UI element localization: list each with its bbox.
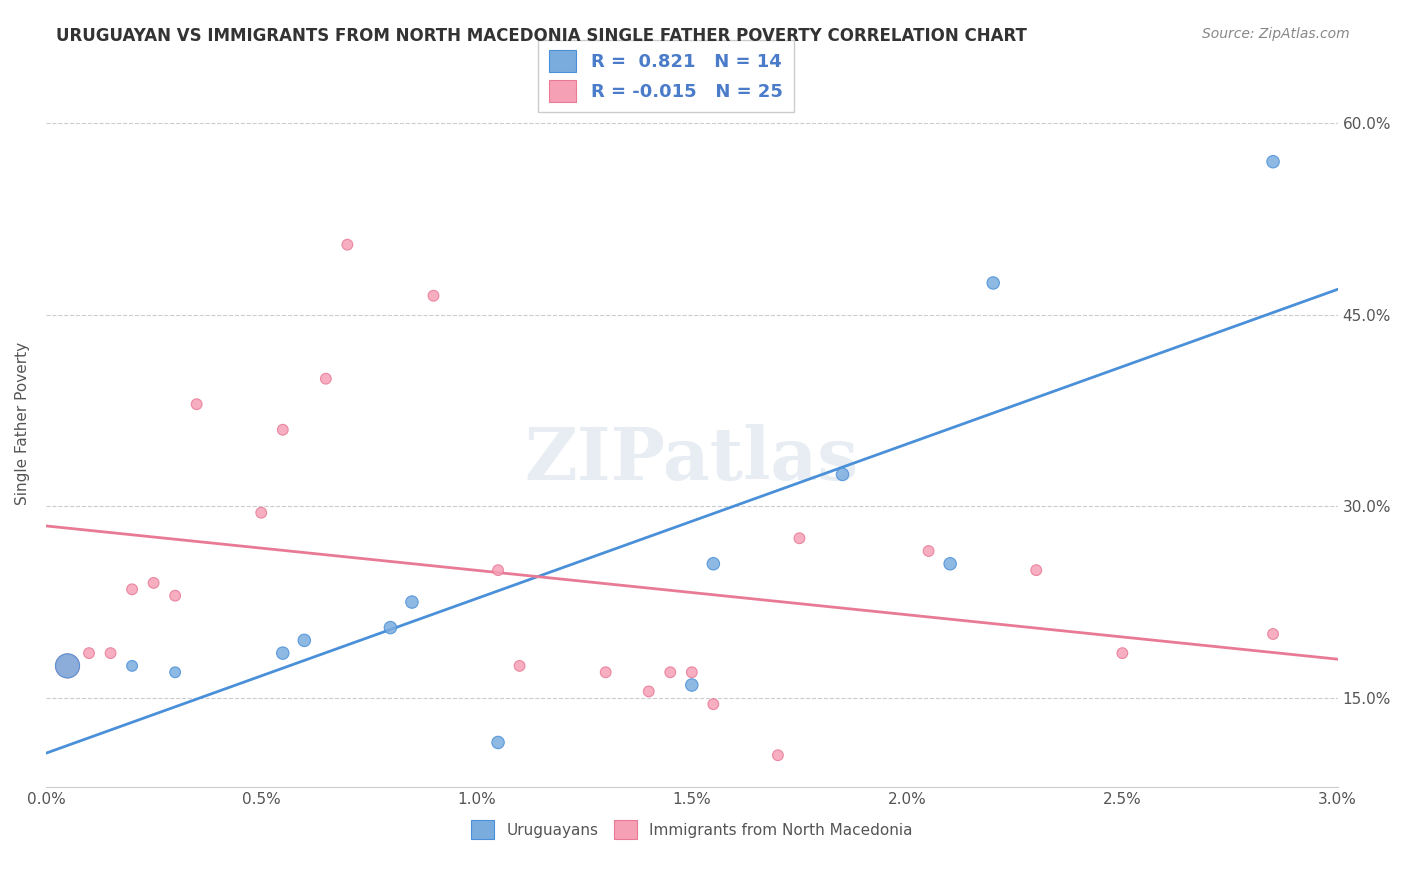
Y-axis label: Single Father Poverty: Single Father Poverty bbox=[15, 342, 30, 505]
Point bbox=[271, 646, 294, 660]
Point bbox=[595, 665, 617, 680]
Point bbox=[939, 557, 962, 571]
Legend: Uruguayans, Immigrants from North Macedonia: Uruguayans, Immigrants from North Macedo… bbox=[465, 814, 918, 845]
Point bbox=[315, 372, 337, 386]
Point bbox=[77, 646, 100, 660]
Text: URUGUAYAN VS IMMIGRANTS FROM NORTH MACEDONIA SINGLE FATHER POVERTY CORRELATION C: URUGUAYAN VS IMMIGRANTS FROM NORTH MACED… bbox=[56, 27, 1028, 45]
Point bbox=[1111, 646, 1133, 660]
Point bbox=[1261, 154, 1284, 169]
Point bbox=[917, 544, 939, 558]
Point bbox=[486, 735, 509, 749]
Point bbox=[186, 397, 208, 411]
Point bbox=[292, 633, 315, 648]
Point bbox=[659, 665, 682, 680]
Point bbox=[422, 289, 444, 303]
Point bbox=[401, 595, 423, 609]
Point bbox=[336, 237, 359, 252]
Point bbox=[271, 423, 294, 437]
Point bbox=[121, 659, 143, 673]
Point bbox=[981, 276, 1004, 290]
Point bbox=[100, 646, 122, 660]
Point bbox=[831, 467, 853, 482]
Point bbox=[486, 563, 509, 577]
Point bbox=[165, 589, 187, 603]
Point bbox=[142, 575, 165, 590]
Point bbox=[1261, 627, 1284, 641]
Point bbox=[702, 557, 724, 571]
Point bbox=[380, 621, 402, 635]
Point bbox=[702, 697, 724, 711]
Point bbox=[681, 665, 703, 680]
Text: ZIPatlas: ZIPatlas bbox=[524, 425, 859, 495]
Point bbox=[766, 748, 789, 763]
Point bbox=[250, 506, 273, 520]
Point bbox=[637, 684, 659, 698]
Point bbox=[1025, 563, 1047, 577]
Text: Source: ZipAtlas.com: Source: ZipAtlas.com bbox=[1202, 27, 1350, 41]
Point bbox=[681, 678, 703, 692]
Point bbox=[165, 665, 187, 680]
Point bbox=[56, 659, 79, 673]
Point bbox=[509, 659, 531, 673]
Point bbox=[121, 582, 143, 597]
Point bbox=[789, 531, 811, 545]
Point bbox=[56, 659, 79, 673]
